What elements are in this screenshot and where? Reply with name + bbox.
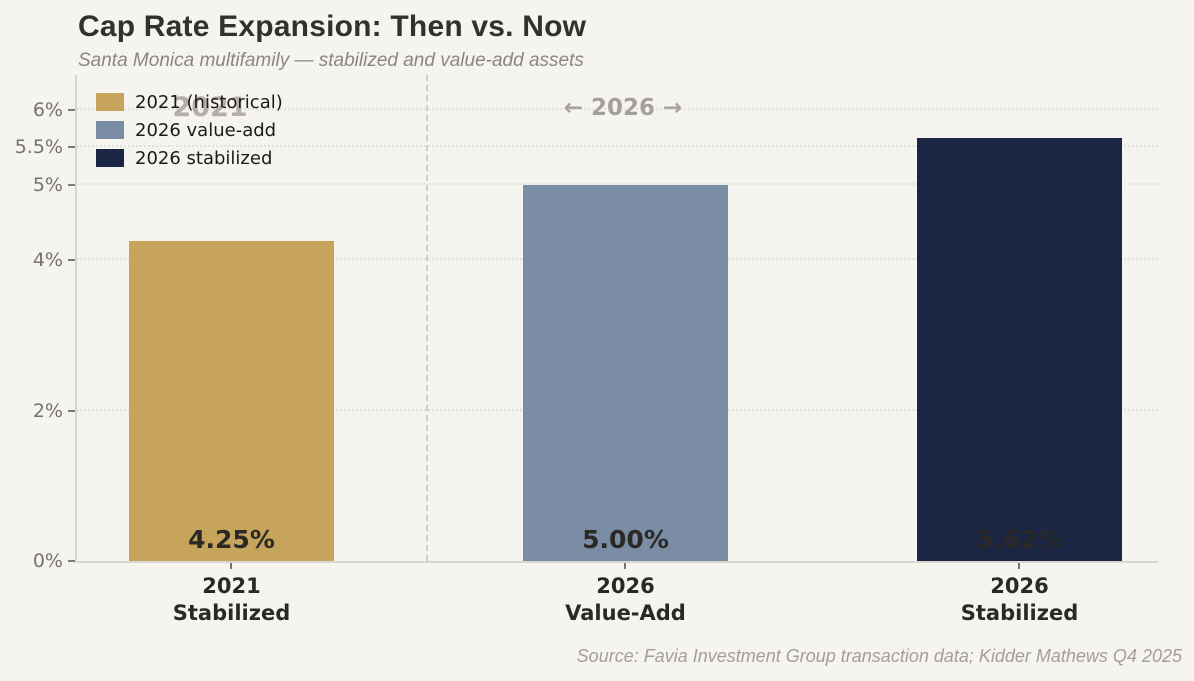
legend-swatch-slate — [96, 121, 124, 139]
y-tick-label: 5.5% — [14, 136, 63, 159]
x-tick-mark — [624, 563, 626, 569]
x-tick-mark — [230, 563, 232, 569]
y-tick-mark — [68, 259, 75, 261]
plot-area: 4.25% 2021 Stabilized 5.00% 2026 Value-A… — [15, 75, 1158, 625]
bar-value-label: 4.25% — [188, 525, 275, 554]
y-tick-mark — [68, 146, 75, 149]
y-tick-label: 0% — [32, 550, 63, 572]
bar-2021-stabilized[interactable] — [129, 241, 334, 561]
chart-title: Cap Rate Expansion: Then vs. Now — [78, 10, 587, 43]
y-tick-mark — [68, 560, 75, 562]
source-attribution: Source: Favia Investment Group transacti… — [576, 646, 1182, 666]
legend-label: 2026 stabilized — [135, 147, 273, 169]
y-tick-label: 4% — [32, 249, 63, 271]
era-separator-dashed-line — [426, 75, 428, 561]
y-tick-mark — [68, 183, 75, 186]
era-label-2026: ← 2026 → — [563, 95, 683, 121]
legend-item-2026-value-add: 2026 value-add — [96, 116, 283, 144]
bar-2026-stabilized[interactable] — [917, 138, 1122, 561]
bar-value-label: 5.00% — [582, 525, 669, 554]
bar-value-label: 5.62% — [976, 525, 1063, 554]
y-tick-mark — [68, 409, 75, 412]
gridline-5% — [77, 182, 1158, 185]
bar-2026-value-add[interactable] — [523, 184, 728, 561]
gridline-5.5% — [77, 145, 1158, 148]
legend-swatch-navy — [96, 149, 124, 167]
legend-label: 2021 (historical) — [135, 91, 283, 113]
y-tick-label: 6% — [32, 98, 63, 121]
chart-subtitle: Santa Monica multifamily — stabilized an… — [78, 50, 584, 71]
x-tick-mark — [1018, 563, 1020, 569]
x-axis-category-label: 2021 Stabilized — [172, 574, 291, 625]
x-axis-category-label: 2026 Stabilized — [960, 574, 1079, 625]
legend-swatch-gold — [96, 93, 124, 111]
legend: 2021 (historical) 2026 value-add 2026 st… — [96, 88, 283, 172]
y-tick-label: 5% — [32, 173, 63, 196]
legend-label: 2026 value-add — [135, 119, 277, 141]
gridline-6% — [77, 107, 1158, 110]
era-label-2021: 2021 — [172, 92, 248, 123]
legend-item-2021-historical: 2021 (historical) — [96, 88, 283, 116]
legend-item-2026-stabilized: 2026 stabilized — [96, 144, 283, 172]
x-axis-category-label: 2026 Value-Add — [565, 574, 686, 625]
y-tick-label: 2% — [32, 399, 63, 422]
y-tick-mark — [68, 108, 75, 111]
